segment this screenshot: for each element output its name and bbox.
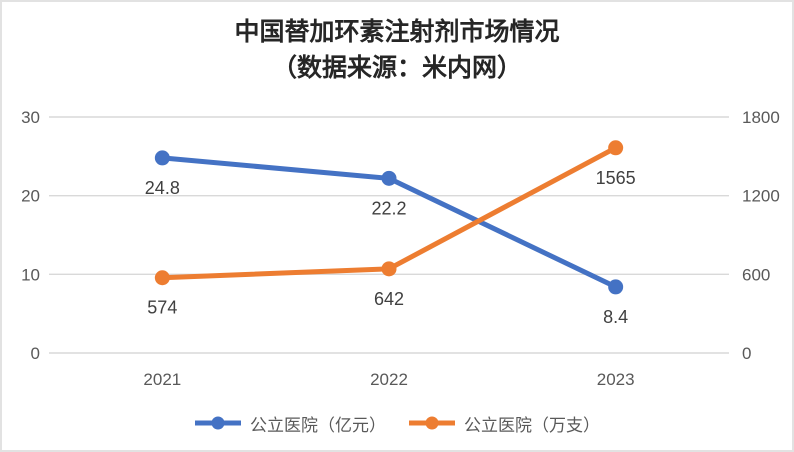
data-point-marker xyxy=(608,279,624,295)
left-axis-tick-label: 10 xyxy=(21,265,40,284)
left-axis-tick-label: 20 xyxy=(21,187,40,206)
right-axis-tick-label: 1200 xyxy=(742,187,780,206)
data-point-marker xyxy=(608,140,624,156)
right-axis-tick-label: 0 xyxy=(742,344,751,363)
x-axis-tick-label: 2022 xyxy=(370,370,408,389)
data-label: 642 xyxy=(374,289,404,309)
data-label: 22.2 xyxy=(371,198,406,218)
data-label: 1565 xyxy=(596,168,636,188)
data-point-marker xyxy=(154,270,170,286)
right-axis-tick-label: 1800 xyxy=(742,108,780,127)
data-label: 574 xyxy=(147,298,177,318)
legend: 公立医院（亿元） 公立医院（万支） xyxy=(2,406,792,440)
x-axis-tick-label: 2021 xyxy=(143,370,181,389)
data-point-marker xyxy=(381,261,397,277)
legend-label: 公立医院（亿元） xyxy=(250,415,386,435)
legend-item: 公立医院（万支） xyxy=(408,411,600,436)
x-axis-tick-label: 2023 xyxy=(597,370,635,389)
legend-swatch-icon xyxy=(195,416,241,430)
legend-item: 公立医院（亿元） xyxy=(194,411,386,436)
legend-label: 公立医院（万支） xyxy=(464,415,600,435)
chart-subtitle: （数据来源：米内网） xyxy=(271,53,522,82)
chart-title-block: 中国替加环素注射剂市场情况 （数据来源：米内网） xyxy=(2,14,792,86)
left-axis-tick-label: 30 xyxy=(21,108,40,127)
right-axis-tick-label: 600 xyxy=(742,265,770,284)
data-point-marker xyxy=(381,170,397,186)
legend-swatch-icon xyxy=(409,416,455,430)
left-axis-tick-label: 0 xyxy=(31,344,40,363)
data-point-marker xyxy=(154,150,170,166)
chart-title: 中国替加环素注射剂市场情况 xyxy=(234,17,560,46)
data-label: 8.4 xyxy=(603,307,628,327)
data-label: 24.8 xyxy=(145,178,180,198)
